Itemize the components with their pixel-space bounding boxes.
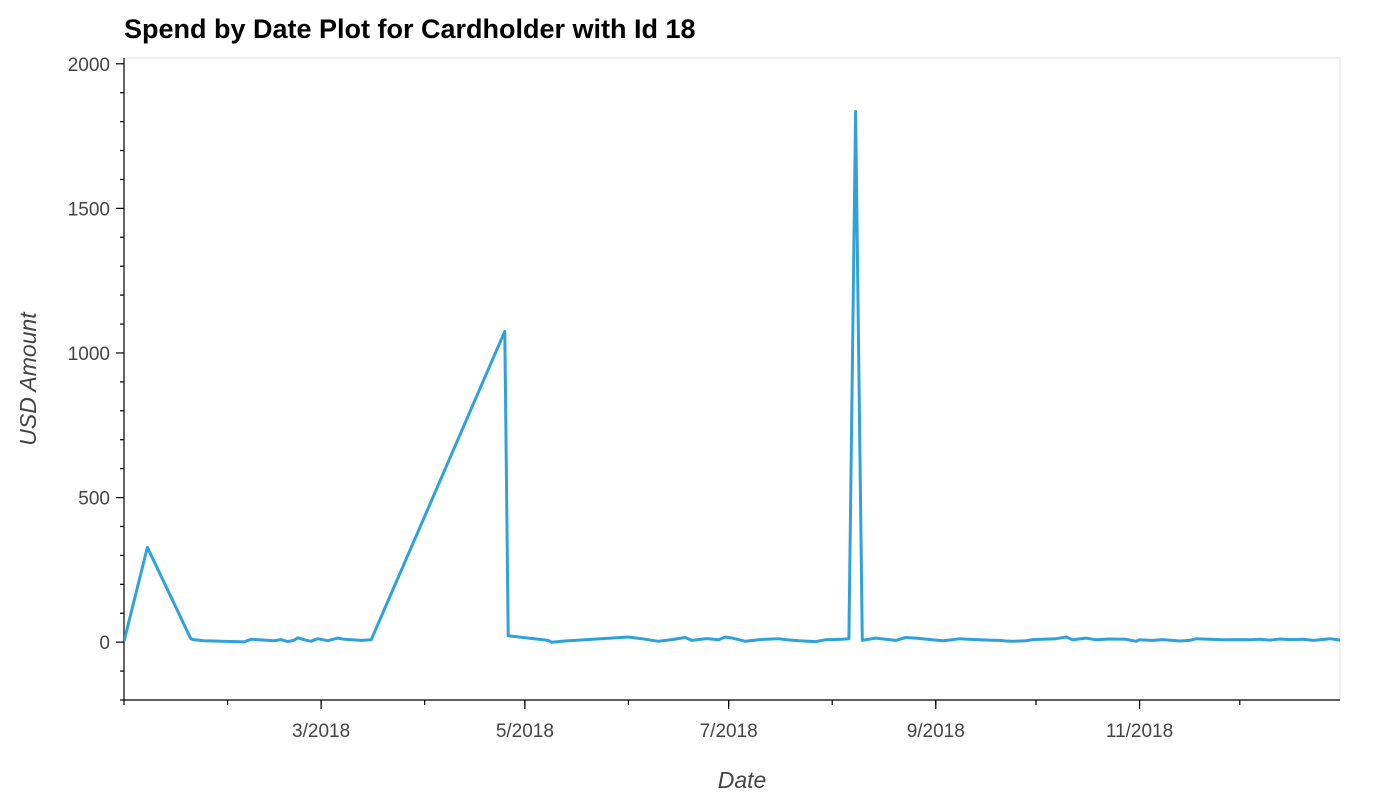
y-axis-title: USD Amount — [15, 311, 41, 446]
x-tick-label: 9/2018 — [907, 721, 965, 742]
x-axis-title: Date — [718, 767, 767, 793]
y-tick-label: 0 — [99, 633, 110, 654]
x-tick-label: 7/2018 — [700, 721, 758, 742]
plot-frame — [123, 57, 1341, 701]
series-layer — [124, 110, 1340, 644]
series-line — [124, 110, 1340, 644]
x-axis: 3/2018 5/2018 7/2018 9/2018 11/2018 — [123, 700, 1241, 742]
y-tick-label: 2000 — [68, 55, 110, 76]
x-tick-label: 3/2018 — [292, 721, 350, 742]
chart-title: Spend by Date Plot for Cardholder with I… — [124, 14, 696, 44]
y-axis: 0 500 1000 1500 2000 — [68, 55, 124, 701]
y-tick-label: 500 — [78, 489, 110, 510]
plot-border — [123, 57, 1341, 701]
y-tick-label: 1000 — [68, 344, 110, 365]
x-tick-label: 5/2018 — [496, 721, 554, 742]
y-tick-label: 1500 — [68, 199, 110, 220]
x-tick-label: 11/2018 — [1106, 721, 1173, 742]
